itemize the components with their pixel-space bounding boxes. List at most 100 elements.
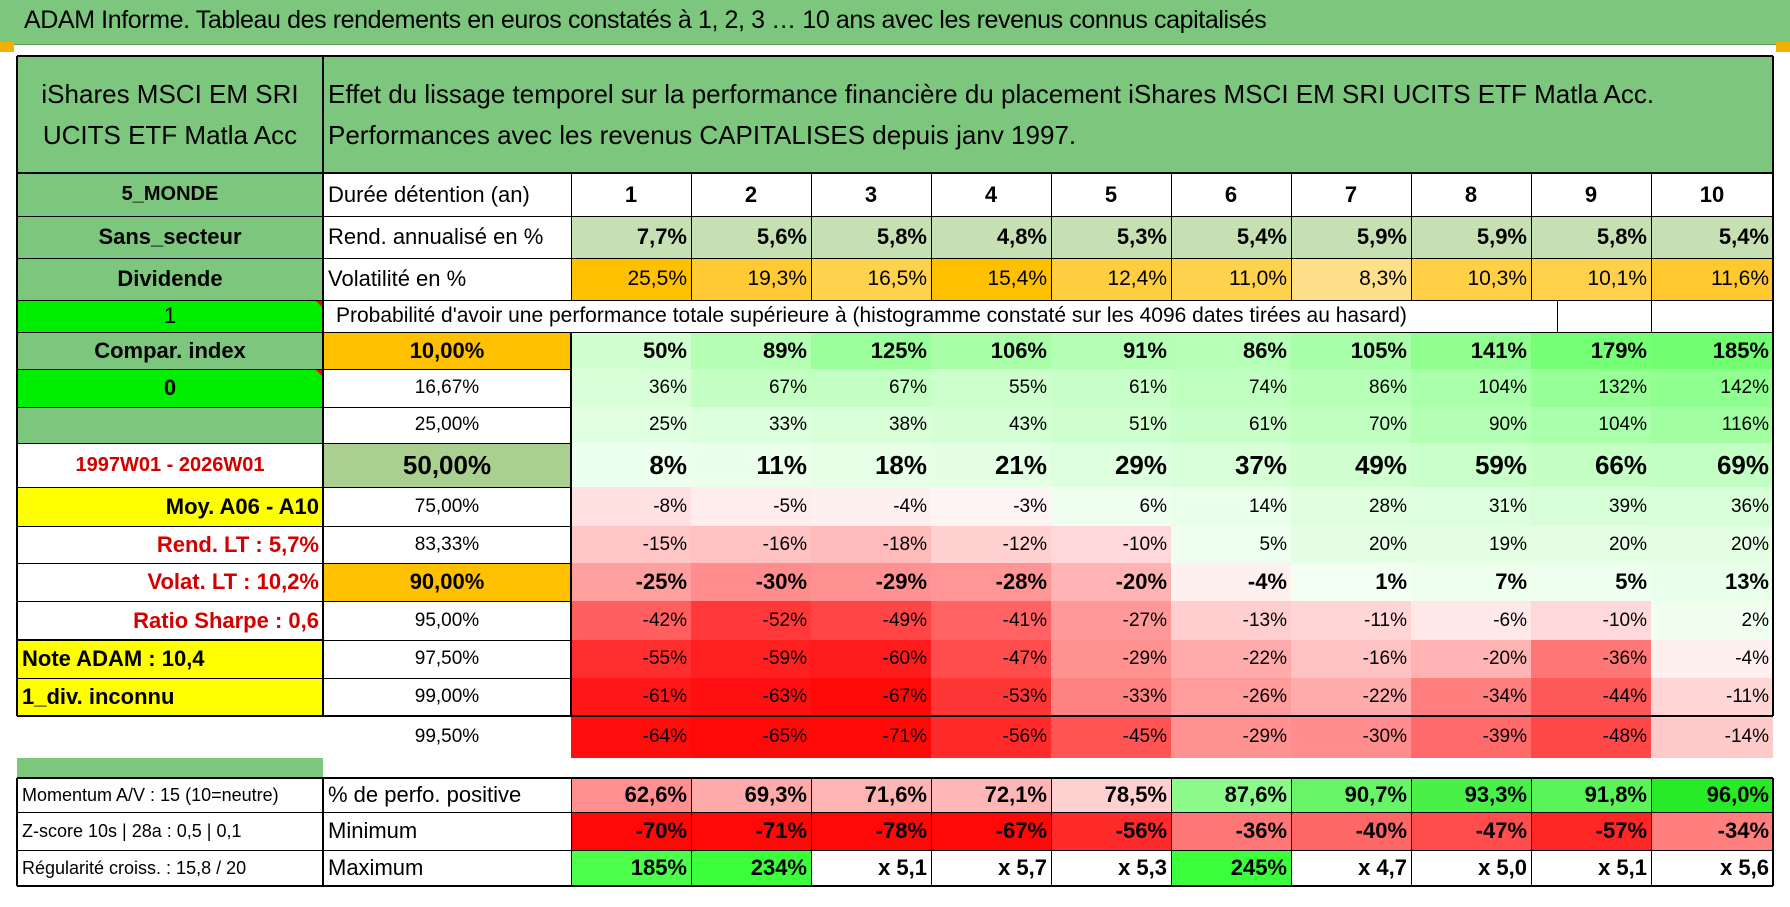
- quantile-value: -10%: [1051, 526, 1171, 563]
- grid-line: [811, 778, 812, 886]
- income-type-label: Dividende: [17, 258, 323, 300]
- rend-value: 5,8%: [1531, 216, 1651, 258]
- grid-line: [17, 443, 571, 444]
- vol-value: 11,6%: [1651, 258, 1773, 300]
- grid-line: [691, 173, 692, 300]
- quantile-value: 49%: [1291, 443, 1411, 487]
- quantile-value: -36%: [1531, 640, 1651, 678]
- grid-line: [17, 526, 571, 527]
- quantile-value: 5%: [1531, 563, 1651, 601]
- quantile-value: -64%: [571, 716, 691, 758]
- vol-value: 12,4%: [1051, 258, 1171, 300]
- quantile-value: 25%: [571, 407, 691, 443]
- max-value: x 4,7: [1291, 850, 1411, 886]
- quantile-value: -55%: [571, 640, 691, 678]
- grid-line: [1557, 300, 1558, 332]
- rend-label: Rend. annualisé en %: [328, 224, 544, 249]
- grid-line: [931, 778, 932, 886]
- quantile-value: -44%: [1531, 678, 1651, 716]
- pct-pos-value: 62,6%: [571, 778, 691, 812]
- grid-line: [16, 778, 18, 886]
- quantile-value: -5%: [691, 487, 811, 526]
- max-value: 185%: [571, 850, 691, 886]
- grid-line: [17, 885, 1773, 887]
- quantile-label: 25,00%: [414, 414, 480, 435]
- quantile-label: 83,33%: [414, 533, 480, 555]
- quantile-value: -34%: [1411, 678, 1531, 716]
- quantile-value: -16%: [1291, 640, 1411, 678]
- min-value: -36%: [1171, 812, 1291, 850]
- quantile-value: -29%: [1051, 640, 1171, 678]
- quantile-value: 74%: [1171, 369, 1291, 407]
- vol-value: 25,5%: [571, 258, 691, 300]
- pct-pos-value: 96,0%: [1651, 778, 1773, 812]
- min-label: Minimum: [328, 818, 418, 843]
- quantile-value: -10%: [1531, 601, 1651, 640]
- grid-line: [1651, 778, 1652, 886]
- quantile-label: 10,00%: [323, 332, 571, 369]
- quantile-value: -56%: [931, 716, 1051, 758]
- quantile-value: -67%: [811, 678, 931, 716]
- quantile-value: 105%: [1291, 332, 1411, 369]
- quantile-value: -30%: [691, 563, 811, 601]
- grid-line: [17, 216, 1773, 217]
- region-label: 5_MONDE: [17, 173, 323, 216]
- quantile-value: 116%: [1651, 407, 1773, 443]
- quantile-value: 29%: [1051, 443, 1171, 487]
- duration-label: Durée détention (an): [328, 181, 530, 207]
- rend-value: 5,9%: [1291, 216, 1411, 258]
- quantile-value: -42%: [571, 601, 691, 640]
- quantile-value: -61%: [571, 678, 691, 716]
- corner-marker: [1776, 42, 1790, 52]
- year-header: 6: [1224, 181, 1238, 207]
- pct-pos-value: 78,5%: [1051, 778, 1171, 812]
- pct-pos-value: 90,7%: [1291, 778, 1411, 812]
- quantile-value: 59%: [1411, 443, 1531, 487]
- quantile-value: -6%: [1411, 601, 1531, 640]
- flag-cell: 1: [17, 300, 323, 332]
- grid-line: [17, 678, 571, 679]
- title-bar: ADAM Informe. Tableau des rendements en …: [0, 0, 1790, 45]
- quantile-value: 104%: [1531, 407, 1651, 443]
- min-value: -71%: [691, 812, 811, 850]
- min-value: -40%: [1291, 812, 1411, 850]
- grid-line: [17, 258, 1773, 259]
- zscore-label: Z-score 10s | 28a : 0,5 | 0,1: [22, 820, 242, 841]
- quantile-label: 95,00%: [414, 609, 480, 631]
- comment-marker: [315, 300, 323, 308]
- grid-line: [1531, 173, 1532, 300]
- grid-line: [322, 778, 324, 886]
- grid-line: [17, 407, 571, 408]
- quantile-value: -18%: [811, 526, 931, 563]
- grid-line: [17, 172, 1773, 174]
- quantile-value: 5%: [1171, 526, 1291, 563]
- quantile-value: -22%: [1171, 640, 1291, 678]
- quantile-value: -25%: [571, 563, 691, 601]
- year-header: 4: [984, 181, 998, 207]
- fund-name: iShares MSCI EM SRI UCITS ETF Matla Acc: [17, 56, 323, 173]
- quantile-value: -12%: [931, 526, 1051, 563]
- vol-value: 19,3%: [691, 258, 811, 300]
- grid-line: [17, 601, 571, 602]
- quantile-label: 16,67%: [414, 377, 480, 398]
- spacer-bar: [17, 758, 323, 778]
- quantile-value: -4%: [811, 487, 931, 526]
- quantile-value: 61%: [1171, 407, 1291, 443]
- min-value: -47%: [1411, 812, 1531, 850]
- quantile-value: 14%: [1171, 487, 1291, 526]
- quantile-label: 50,00%: [323, 443, 571, 487]
- quantile-value: 142%: [1651, 369, 1773, 407]
- grid-line: [322, 56, 324, 716]
- pct-pos-value: 72,1%: [931, 778, 1051, 812]
- quantile-value: -4%: [1171, 563, 1291, 601]
- rend-value: 7,7%: [571, 216, 691, 258]
- grid-line: [1772, 56, 1774, 716]
- rend-value: 5,4%: [1171, 216, 1291, 258]
- quantile-value: -13%: [1171, 601, 1291, 640]
- quantile-value: -11%: [1651, 678, 1773, 716]
- rend-value: 5,4%: [1651, 216, 1773, 258]
- grid-line: [1411, 778, 1412, 886]
- vol-value: 10,3%: [1411, 258, 1531, 300]
- quantile-value: -48%: [1531, 716, 1651, 758]
- grid-line: [931, 173, 932, 300]
